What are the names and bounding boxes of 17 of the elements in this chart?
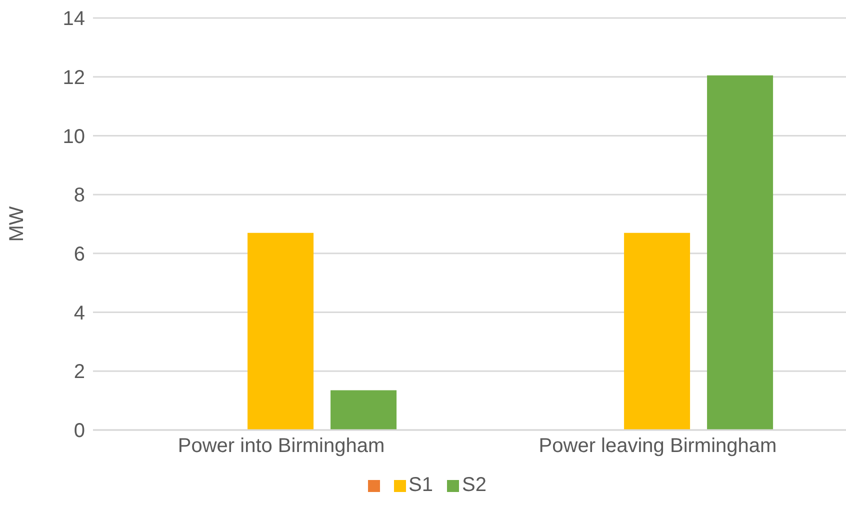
x-tick-label: Power leaving Birmingham [538,435,777,458]
y-tick-label: 14 [62,8,85,30]
bar [248,232,314,430]
y-tick-label: 8 [74,184,85,207]
bar [707,75,774,430]
y-tick-label: 12 [62,66,85,89]
bar [330,390,397,430]
legend-label: S2 [462,474,486,497]
y-axis-title: MW [6,206,28,242]
y-tick-label: 0 [74,420,85,442]
legend-label: S1 [408,474,433,497]
bar [624,232,690,430]
y-tick-label: 10 [62,126,85,148]
y-tick-label: 4 [74,302,85,324]
y-tick-label: 6 [74,244,85,266]
y-tick-label: 2 [74,361,85,384]
x-tick-label: Power into Birmingham [178,435,385,458]
